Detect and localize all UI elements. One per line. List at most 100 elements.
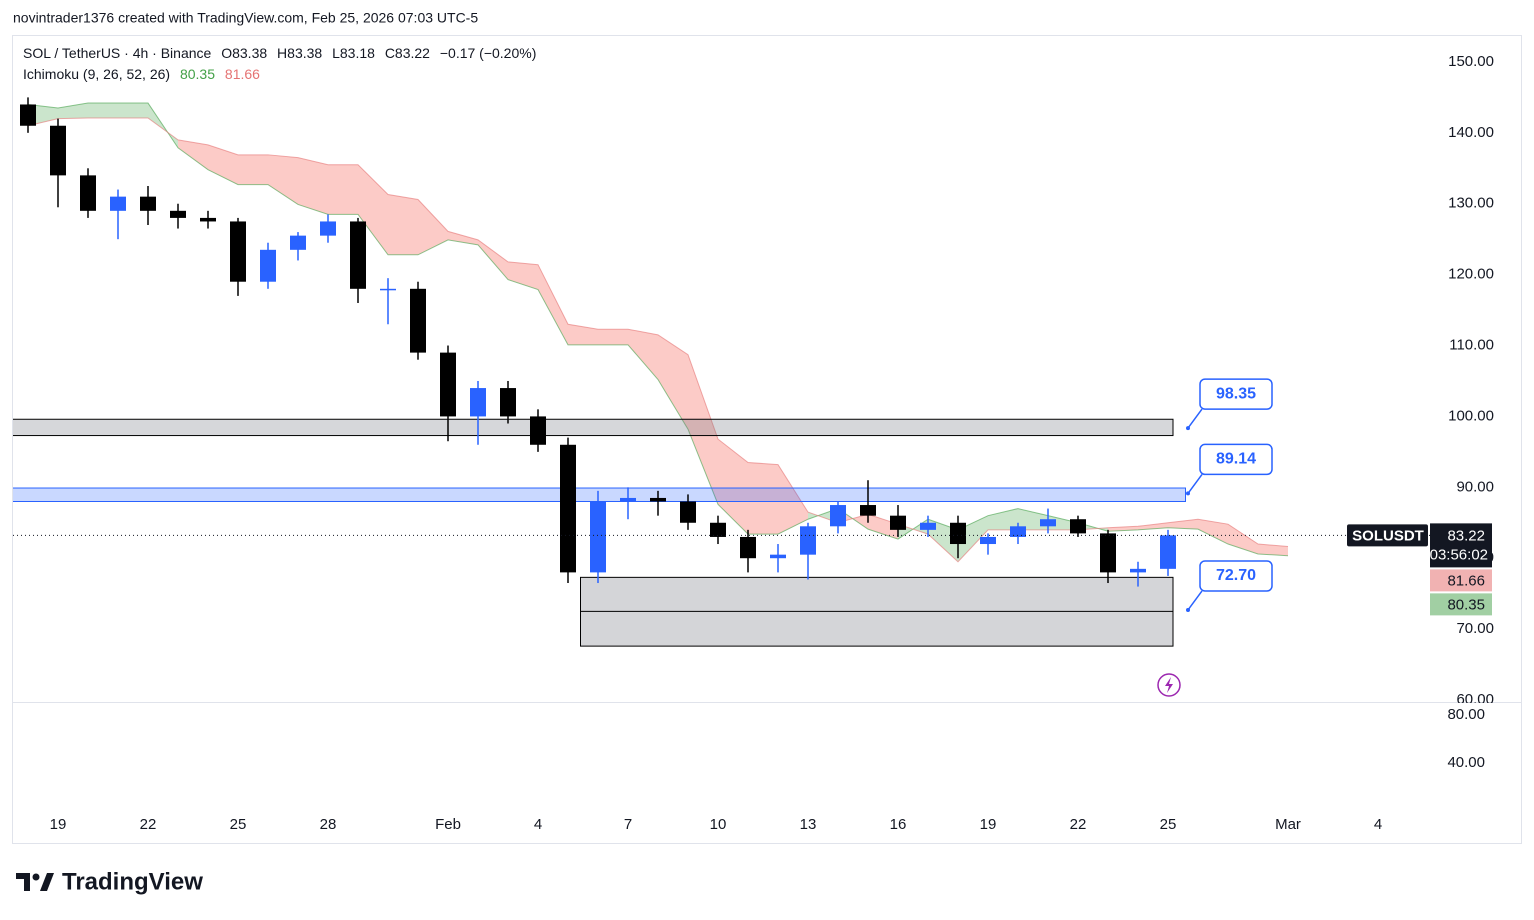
cloud-segment <box>88 103 118 118</box>
symbol-tag: SOLUSDT <box>1352 527 1424 544</box>
cloud-segment <box>868 514 898 540</box>
indicator-badge <box>1430 569 1492 592</box>
candle-body <box>170 210 186 218</box>
candle-body <box>20 104 36 126</box>
cloud-segment <box>778 464 808 535</box>
callout-box <box>1199 560 1273 592</box>
x-tick-label: Mar <box>1275 816 1301 833</box>
y-tick-label: 130.00 <box>1448 195 1494 212</box>
symbol-tag-bg <box>1347 524 1428 547</box>
plot-area <box>13 97 1430 647</box>
cloud-segment <box>208 144 238 185</box>
pane2-tick-label: 40.00 <box>1447 754 1485 771</box>
cloud-segment <box>1168 519 1198 530</box>
callout-pointer <box>1187 408 1203 429</box>
candle-body <box>590 501 606 573</box>
y-tick-label: 60.00 <box>1456 691 1494 708</box>
candle-body <box>200 217 216 222</box>
y-tick-label: 70.00 <box>1456 620 1494 637</box>
candle-body <box>530 416 546 445</box>
cloud-segment <box>688 354 718 505</box>
indicator-badge-label: 81.66 <box>1447 572 1485 589</box>
candle-body <box>830 505 846 527</box>
y-tick-label: 120.00 <box>1448 266 1494 283</box>
candle-body <box>1160 535 1176 569</box>
candle-body <box>410 288 426 353</box>
y-tick-label: 90.00 <box>1456 478 1494 495</box>
indicator-span-b: 81.66 <box>225 66 260 82</box>
y-tick-label: 150.00 <box>1448 53 1494 70</box>
cloud-segment <box>268 154 298 205</box>
cloud-segment <box>718 439 748 535</box>
legend-close: C83.22 <box>385 45 430 61</box>
candle-body <box>980 536 996 545</box>
candle-body <box>770 554 786 559</box>
cloud-segment <box>448 231 478 245</box>
candle-body <box>320 221 336 236</box>
legend-symbol: SOL / TetherUS · 4h · Binance <box>23 45 212 61</box>
indicator-legend: Ichimoku (9, 26, 52, 26) 80.35 81.66 <box>23 66 260 82</box>
candle-body <box>1130 568 1146 573</box>
cloud-segment <box>328 164 358 215</box>
y-tick-label: 140.00 <box>1448 124 1494 141</box>
candle-body <box>920 522 936 530</box>
candle-body <box>230 221 246 282</box>
candle-body <box>50 125 66 176</box>
legend-low: L83.18 <box>332 45 375 61</box>
cloud-segment <box>478 239 508 280</box>
x-tick-label: 13 <box>800 816 817 833</box>
x-tick-label: 19 <box>50 816 67 833</box>
candle-body <box>440 352 456 417</box>
candle-body <box>350 221 366 289</box>
candle-body <box>740 536 756 559</box>
last-price-label: 83.22 <box>1447 527 1485 544</box>
cloud-segment <box>628 329 658 380</box>
callout-box <box>1199 443 1273 476</box>
cloud-segment <box>238 154 268 185</box>
candle-body <box>1100 533 1116 573</box>
candle-body <box>890 515 906 530</box>
y-tick-label: 100.00 <box>1448 407 1494 424</box>
x-tick-label: 22 <box>140 816 157 833</box>
event-icon-bolt <box>1165 677 1173 693</box>
indicator-name: Ichimoku (9, 26, 52, 26) <box>23 66 170 82</box>
candle-body <box>1040 519 1056 527</box>
x-tick-label: 25 <box>230 816 247 833</box>
x-tick-label: 25 <box>1160 816 1177 833</box>
brand: TradingView <box>62 868 203 895</box>
zone <box>13 487 1186 502</box>
x-tick-label: 19 <box>980 816 997 833</box>
indicator-span-a: 80.35 <box>180 66 215 82</box>
legend-open: O83.38 <box>221 45 267 61</box>
cloud-segment <box>1198 519 1228 545</box>
candle-body <box>860 505 876 516</box>
candle-body <box>500 388 516 417</box>
last-price-badge <box>1430 523 1492 568</box>
callout-label: 89.14 <box>1216 451 1256 468</box>
indicator-badge-label: 80.35 <box>1447 596 1485 613</box>
cloud-segment <box>418 199 448 255</box>
candle-body <box>800 526 816 555</box>
x-tick-label: 4 <box>534 816 542 833</box>
cloud-segment <box>568 324 598 345</box>
x-tick-label: 4 <box>1374 816 1382 833</box>
callout-label: 98.35 <box>1216 385 1256 402</box>
candle-body <box>290 235 306 250</box>
candle-body <box>560 444 576 573</box>
candle-body <box>80 175 96 211</box>
x-tick-label: 22 <box>1070 816 1087 833</box>
x-tick-label: 7 <box>624 816 632 833</box>
callout-box <box>1199 378 1273 410</box>
cloud-segment <box>388 194 418 255</box>
indicator-badge <box>1430 593 1492 616</box>
candle-body <box>470 388 486 417</box>
logo-slash <box>40 873 54 891</box>
y-tick-label: 110.00 <box>1449 336 1494 353</box>
frame <box>12 35 1522 844</box>
x-tick-label: 10 <box>710 816 727 833</box>
cloud-segment <box>1258 544 1288 556</box>
candle-body <box>380 288 396 291</box>
logo-mark <box>16 873 30 891</box>
